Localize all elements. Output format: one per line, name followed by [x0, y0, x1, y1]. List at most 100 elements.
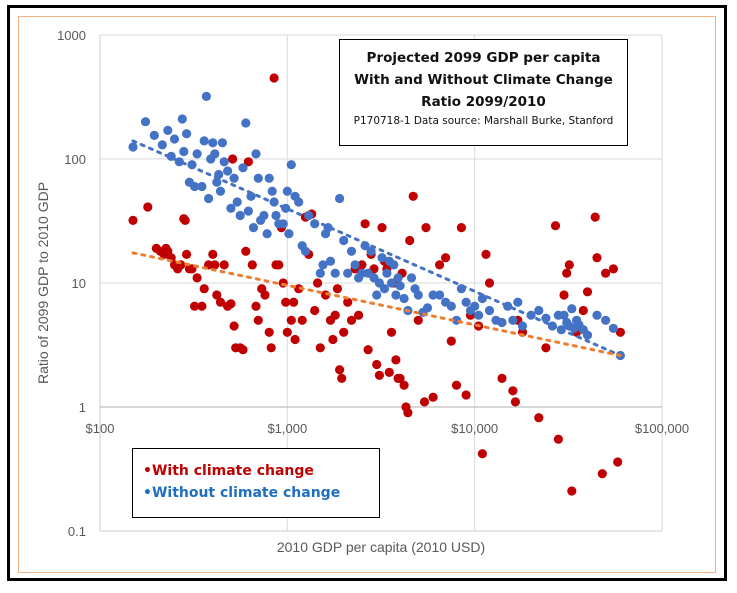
data-point	[461, 297, 471, 307]
data-point	[212, 290, 222, 300]
data-point	[413, 315, 423, 325]
data-point	[534, 413, 544, 423]
data-point	[262, 229, 272, 239]
data-point	[592, 310, 602, 320]
data-point	[289, 297, 299, 307]
data-point	[180, 215, 190, 225]
data-point	[403, 408, 413, 418]
data-point	[435, 290, 445, 300]
data-point	[399, 380, 409, 390]
data-point	[601, 315, 611, 325]
data-points	[128, 73, 626, 496]
x-tick-label: $100	[86, 421, 115, 436]
data-point	[393, 273, 403, 283]
data-point	[428, 290, 438, 300]
data-point	[474, 310, 484, 320]
data-point	[219, 157, 229, 167]
data-point	[260, 290, 270, 300]
legend-item-without-climate-change: •Without climate change	[143, 485, 341, 501]
data-point	[204, 193, 214, 204]
data-point	[241, 246, 251, 256]
data-point	[408, 191, 418, 201]
y-tick-label: 100	[64, 152, 86, 167]
data-point	[597, 469, 607, 479]
data-point	[346, 315, 357, 325]
data-point	[360, 219, 370, 229]
data-point	[177, 114, 187, 124]
x-tick-label: $10,000	[451, 421, 498, 436]
data-point	[297, 315, 307, 325]
data-point	[477, 293, 487, 304]
data-point	[477, 449, 487, 459]
data-point	[229, 173, 239, 183]
data-point	[330, 310, 340, 320]
data-point	[372, 290, 382, 300]
data-point	[582, 330, 593, 340]
data-point	[251, 149, 261, 159]
data-point	[212, 177, 222, 187]
data-point	[267, 186, 277, 196]
data-point	[315, 343, 325, 353]
data-point	[517, 321, 528, 331]
series-without-climate-change	[128, 91, 626, 361]
data-point	[613, 457, 623, 467]
data-point	[269, 73, 279, 83]
data-point	[241, 118, 251, 128]
data-point	[379, 284, 390, 294]
data-point	[190, 301, 200, 311]
data-point	[508, 386, 518, 396]
data-point	[406, 273, 417, 283]
data-point	[192, 149, 202, 159]
data-point	[413, 290, 423, 300]
data-point	[182, 249, 192, 259]
data-point	[382, 268, 392, 278]
data-point	[199, 136, 209, 146]
data-point	[578, 305, 588, 316]
data-point	[456, 223, 466, 233]
trendline-with-climate-change	[131, 251, 622, 358]
data-point	[215, 297, 226, 307]
data-point	[264, 327, 274, 337]
chart-subtitle: P170718-1 Data source: Marshall Burke, S…	[353, 115, 614, 127]
data-point	[541, 313, 551, 323]
data-point	[247, 260, 257, 270]
data-point	[238, 163, 248, 173]
data-point	[274, 260, 284, 270]
data-point	[290, 334, 300, 345]
data-point	[315, 268, 325, 278]
y-tick-label: 1	[79, 400, 86, 415]
data-point	[219, 260, 229, 270]
data-point	[208, 138, 218, 148]
data-point	[215, 186, 226, 196]
data-point	[190, 181, 200, 192]
y-axis-tick-labels: 0.1 1 10 100 1000	[57, 28, 86, 539]
data-point	[128, 142, 138, 152]
data-point	[294, 284, 304, 294]
x-axis-tick-labels: $100 $1,000 $10,000 $100,000	[86, 421, 690, 436]
data-point	[282, 186, 292, 196]
data-point	[128, 215, 138, 225]
data-point	[343, 297, 353, 307]
data-point	[590, 212, 600, 222]
trendline-without-climate-change	[131, 139, 622, 358]
data-point	[210, 260, 220, 270]
data-point	[421, 223, 431, 233]
data-point	[286, 160, 296, 170]
data-point	[264, 173, 274, 183]
data-point	[235, 210, 245, 221]
data-point	[313, 278, 323, 288]
data-point	[248, 223, 259, 233]
x-tick-label: $100,000	[635, 421, 689, 436]
data-point	[201, 91, 211, 101]
data-point	[374, 370, 384, 380]
data-point	[140, 117, 151, 127]
data-point	[243, 206, 253, 216]
data-point	[223, 166, 233, 176]
data-point	[562, 268, 572, 278]
y-tick-label: 1000	[57, 28, 86, 43]
data-point	[386, 327, 397, 337]
data-point	[608, 323, 619, 333]
data-point	[419, 397, 430, 407]
data-point	[363, 345, 373, 355]
